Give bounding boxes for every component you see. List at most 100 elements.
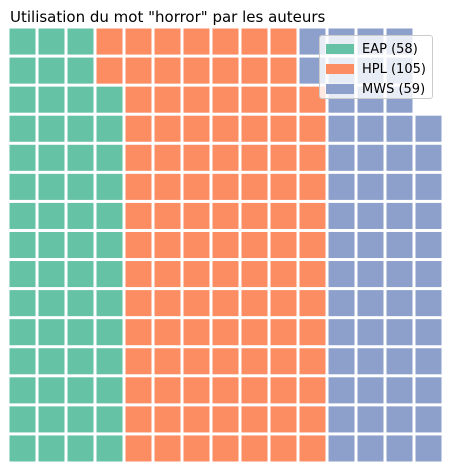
legend-swatch-eap [326,44,354,54]
waffle-cell-hpl [241,377,268,404]
waffle-cell-hpl [183,202,210,229]
waffle-cell-eap [9,348,36,375]
waffle-cell-hpl [154,319,181,346]
waffle-cell-mws [357,115,384,142]
waffle-cell-hpl [299,202,326,229]
waffle-cell-hpl [183,377,210,404]
waffle-cell-mws [357,290,384,317]
waffle-cell-hpl [241,86,268,113]
waffle-cell-eap [9,377,36,404]
waffle-cell-mws [357,261,384,288]
waffle-cell-eap [9,115,36,142]
waffle-cell-eap [67,435,94,462]
waffle-cell-hpl [212,435,239,462]
waffle-cell-eap [67,319,94,346]
waffle-cell-hpl [183,348,210,375]
waffle-cell-eap [96,173,123,200]
waffle-cell-hpl [212,406,239,433]
waffle-cell-eap [38,115,65,142]
waffle-cell-hpl [154,202,181,229]
waffle-cell-mws [328,406,355,433]
waffle-cell-mws [415,115,442,142]
waffle-cell-hpl [154,377,181,404]
waffle-cell-hpl [125,28,152,55]
waffle-cell-mws [386,406,413,433]
waffle-cell-eap [38,261,65,288]
waffle-cell-hpl [270,231,297,259]
waffle-cell-eap [96,231,123,259]
legend-label-hpl: HPL (105) [362,61,426,77]
waffle-cell-eap [96,86,123,113]
waffle-cell-hpl [299,406,326,433]
waffle-cell-hpl [270,406,297,433]
waffle-cell-hpl [270,173,297,200]
waffle-cell-hpl [183,57,210,84]
waffle-cell-hpl [125,57,152,84]
waffle-cell-mws [386,231,413,259]
waffle-cell-eap [96,406,123,433]
waffle-cell-hpl [183,144,210,171]
waffle-cell-hpl [154,261,181,288]
waffle-cell-eap [96,144,123,171]
waffle-cell-hpl [270,290,297,317]
waffle-cell-mws [357,435,384,462]
waffle-cell-eap [96,319,123,346]
waffle-cell-hpl [125,319,152,346]
waffle-cell-eap [67,290,94,317]
waffle-cell-hpl [241,261,268,288]
waffle-cell-mws [328,435,355,462]
waffle-cell-hpl [299,319,326,346]
waffle-cell-eap [9,28,36,55]
waffle-cell-eap [38,86,65,113]
waffle-cell-hpl [241,319,268,346]
waffle-cell-hpl [212,290,239,317]
waffle-cell-hpl [241,202,268,229]
waffle-cell-hpl [183,173,210,200]
waffle-cell-mws [415,435,442,462]
waffle-cell-hpl [125,348,152,375]
waffle-cell-mws [415,348,442,375]
waffle-cell-hpl [270,319,297,346]
waffle-cell-mws [328,261,355,288]
waffle-cell-eap [9,202,36,229]
waffle-cell-mws [386,348,413,375]
waffle-cell-mws [357,202,384,229]
waffle-cell-hpl [299,435,326,462]
waffle-cell-mws [357,406,384,433]
waffle-cell-eap [9,173,36,200]
waffle-cell-hpl [299,377,326,404]
legend-item-hpl: HPL (105) [320,59,432,79]
waffle-cell-eap [67,86,94,113]
waffle-cell-hpl [183,290,210,317]
waffle-cell-mws [328,173,355,200]
waffle-cell-hpl [212,115,239,142]
waffle-cell-eap [96,435,123,462]
waffle-cell-hpl [154,290,181,317]
waffle-cell-mws [386,319,413,346]
waffle-cell-hpl [212,231,239,259]
waffle-cell-hpl [299,290,326,317]
waffle-cell-mws [415,377,442,404]
waffle-cell-mws [415,406,442,433]
waffle-cell-hpl [270,435,297,462]
waffle-cell-eap [38,319,65,346]
waffle-cell-mws [357,348,384,375]
waffle-cell-mws [415,290,442,317]
waffle-cell-hpl [154,406,181,433]
waffle-cell-hpl [183,406,210,433]
waffle-cell-mws [386,261,413,288]
waffle-cell-hpl [212,261,239,288]
waffle-cell-hpl [299,231,326,259]
waffle-cell-eap [9,319,36,346]
waffle-cell-hpl [212,348,239,375]
waffle-cell-hpl [241,115,268,142]
waffle-cell-eap [38,348,65,375]
waffle-cell-eap [67,261,94,288]
waffle-cell-hpl [299,115,326,142]
waffle-cell-hpl [270,261,297,288]
waffle-cell-eap [67,57,94,84]
legend: EAP (58) HPL (105) MWS (59) [319,35,433,99]
waffle-cell-eap [9,144,36,171]
waffle-cell-hpl [270,348,297,375]
